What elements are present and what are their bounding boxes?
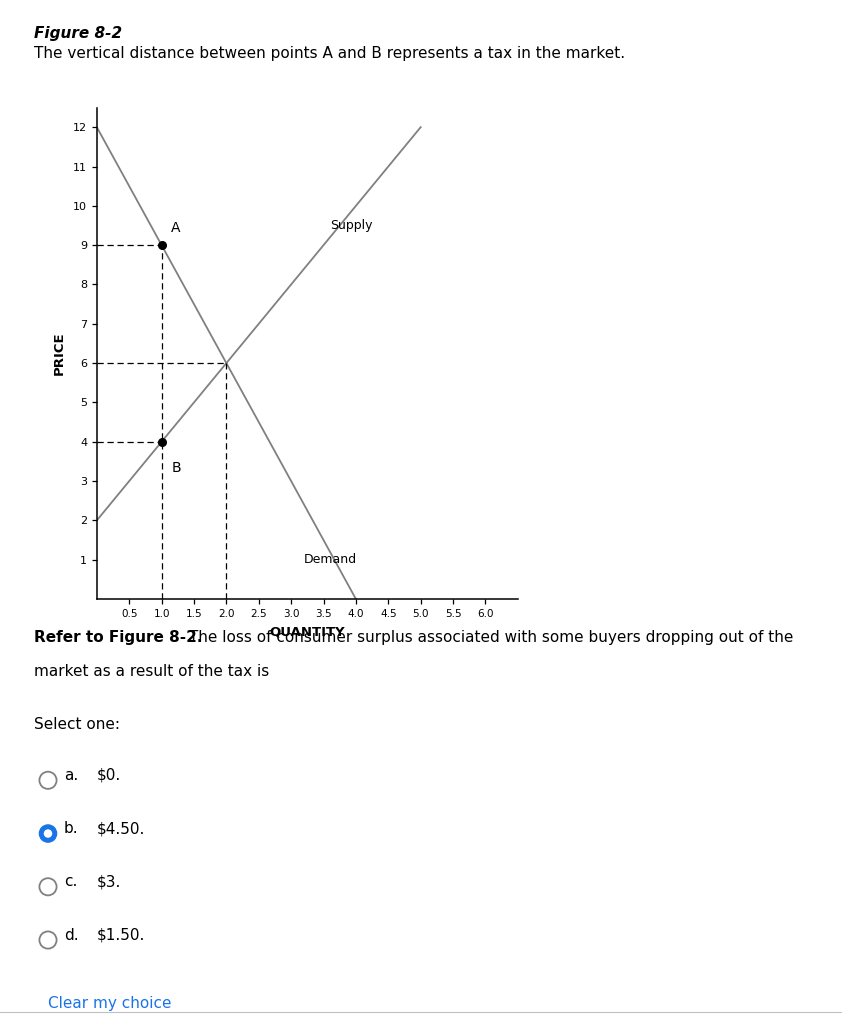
- Text: Supply: Supply: [330, 219, 372, 232]
- Text: Figure 8-2: Figure 8-2: [34, 26, 122, 41]
- Text: A: A: [171, 221, 181, 236]
- Text: a.: a.: [64, 768, 78, 783]
- Text: The loss of consumer surplus associated with some buyers dropping out of the: The loss of consumer surplus associated …: [184, 630, 793, 645]
- Text: Select one:: Select one:: [34, 717, 120, 732]
- Y-axis label: PRICE: PRICE: [53, 332, 66, 375]
- Text: $4.50.: $4.50.: [97, 821, 145, 837]
- Text: $1.50.: $1.50.: [97, 928, 145, 943]
- Circle shape: [40, 825, 56, 842]
- Text: Refer to Figure 8-2.: Refer to Figure 8-2.: [34, 630, 202, 645]
- Text: B: B: [171, 462, 181, 475]
- Text: Clear my choice: Clear my choice: [48, 996, 172, 1012]
- Text: c.: c.: [64, 874, 77, 890]
- Circle shape: [45, 830, 51, 837]
- Text: Demand: Demand: [304, 553, 357, 566]
- X-axis label: QUANTITY: QUANTITY: [269, 626, 345, 639]
- Text: The vertical distance between points A and B represents a tax in the market.: The vertical distance between points A a…: [34, 46, 625, 61]
- Text: $3.: $3.: [97, 874, 121, 890]
- Text: b.: b.: [64, 821, 78, 837]
- Text: $0.: $0.: [97, 768, 121, 783]
- Text: d.: d.: [64, 928, 78, 943]
- Text: market as a result of the tax is: market as a result of the tax is: [34, 664, 269, 679]
